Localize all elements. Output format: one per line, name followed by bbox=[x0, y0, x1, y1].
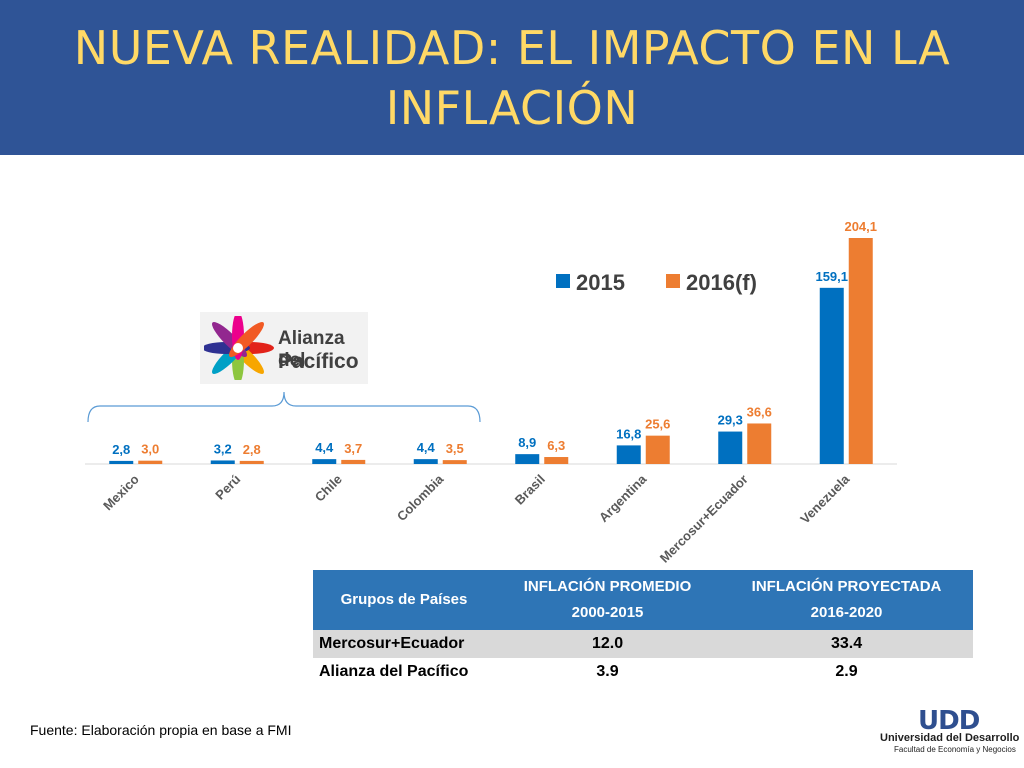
bar-2015 bbox=[515, 454, 540, 464]
bar-2016f bbox=[442, 460, 467, 464]
title-line-1: NUEVA REALIDAD: EL IMPACTO EN LA bbox=[73, 21, 951, 75]
udd-logo-faculty: Facultad de Economía y Negocios bbox=[894, 745, 1016, 754]
category-label: Brasil bbox=[512, 472, 548, 508]
bar-2015 bbox=[312, 459, 337, 464]
title-line-2: INFLACIÓN bbox=[385, 81, 639, 135]
udd-logo-name: Universidad del Desarrollo bbox=[880, 732, 1020, 744]
legend-swatch bbox=[666, 274, 680, 288]
data-label: 36,6 bbox=[747, 404, 772, 419]
category-label: Perú bbox=[212, 471, 243, 502]
alianza-group-brace bbox=[87, 391, 481, 423]
alianza-pacifico-logo: Alianza del Pacífico bbox=[200, 312, 368, 384]
data-label: 3,7 bbox=[344, 441, 362, 456]
udd-logo-mark: UDD bbox=[918, 706, 980, 736]
header-cell-projected: INFLACIÓN PROYECTADA 2016-2020 bbox=[720, 570, 973, 630]
table-row: Alianza del Pacífico 3.9 2.9 bbox=[313, 658, 973, 686]
bar-2015 bbox=[616, 445, 641, 464]
bar-2016f bbox=[747, 423, 772, 464]
bar-2015 bbox=[413, 459, 438, 464]
table-row: Mercosur+Ecuador 12.0 33.4 bbox=[313, 630, 973, 658]
header-text: INFLACIÓN PROMEDIO bbox=[523, 578, 692, 595]
bar-2016f bbox=[848, 238, 873, 464]
header-text: Grupos de Países bbox=[340, 591, 468, 608]
data-label: 3,0 bbox=[141, 442, 159, 457]
page-title: NUEVA REALIDAD: EL IMPACTO EN LA INFLACI… bbox=[40, 18, 984, 138]
legend-swatch bbox=[556, 274, 570, 288]
legend-label: 2016(f) bbox=[686, 270, 757, 295]
table-cell-group: Mercosur+Ecuador bbox=[313, 630, 495, 658]
bar-2016f bbox=[239, 460, 264, 464]
inflation-groups-table: Grupos de Países INFLACIÓN PROMEDIO 2000… bbox=[313, 570, 973, 686]
data-label: 8,9 bbox=[518, 435, 536, 450]
table-cell-projected: 2.9 bbox=[720, 658, 973, 686]
category-label: Venezuela bbox=[797, 471, 853, 527]
bar-2016f bbox=[341, 459, 366, 464]
header-text: 2016-2020 bbox=[810, 604, 883, 621]
header-cell-average: INFLACIÓN PROMEDIO 2000-2015 bbox=[495, 570, 721, 630]
bar-2015 bbox=[210, 460, 235, 464]
data-label: 159,1 bbox=[815, 269, 848, 284]
header-banner: NUEVA REALIDAD: EL IMPACTO EN LA INFLACI… bbox=[0, 0, 1024, 155]
header-text: 2000-2015 bbox=[571, 604, 644, 621]
table-cell-average: 12.0 bbox=[495, 630, 721, 658]
data-label: 4,4 bbox=[315, 440, 334, 455]
category-label: Argentina bbox=[596, 471, 650, 525]
bar-2016f bbox=[138, 460, 163, 464]
data-label: 3,2 bbox=[214, 441, 232, 456]
table-cell-projected: 33.4 bbox=[720, 630, 973, 658]
data-label: 16,8 bbox=[616, 426, 641, 441]
data-label: 4,4 bbox=[417, 440, 436, 455]
bar-2016f bbox=[544, 457, 569, 464]
logo-text-line-2: Pacífico bbox=[278, 350, 359, 373]
bar-2015 bbox=[109, 460, 134, 464]
header-text: INFLACIÓN PROYECTADA bbox=[751, 578, 942, 595]
bar-2016f bbox=[645, 435, 670, 464]
table-cell-average: 3.9 bbox=[495, 658, 721, 686]
table-header-row: Grupos de Países INFLACIÓN PROMEDIO 2000… bbox=[313, 570, 973, 630]
bar-2015 bbox=[819, 287, 844, 464]
data-label: 2,8 bbox=[243, 442, 261, 457]
udd-logo: UDD Universidad del Desarrollo Facultad … bbox=[876, 706, 1019, 756]
legend-label: 2015 bbox=[576, 270, 625, 295]
category-label: Mercosur+Ecuador bbox=[657, 472, 751, 566]
table-cell-group: Alianza del Pacífico bbox=[313, 658, 495, 686]
bar-2015 bbox=[718, 431, 743, 464]
data-label: 6,3 bbox=[547, 438, 565, 453]
data-label: 3,5 bbox=[446, 441, 464, 456]
category-label: Mexico bbox=[100, 471, 142, 513]
category-label: Colombia bbox=[394, 471, 447, 524]
data-label: 2,8 bbox=[112, 442, 130, 457]
chart-legend: 2015 2016(f) bbox=[556, 270, 757, 295]
data-label: 29,3 bbox=[718, 413, 743, 428]
header-cell-groups: Grupos de Países bbox=[313, 570, 495, 630]
data-label: 204,1 bbox=[844, 219, 877, 234]
source-note: Fuente: Elaboración propia en base a FMI bbox=[30, 722, 292, 738]
data-label: 25,6 bbox=[645, 417, 670, 432]
logo-text-line-1: Alianza del bbox=[278, 328, 345, 371]
category-label: Chile bbox=[312, 472, 345, 505]
alianza-pinwheel-icon bbox=[204, 316, 274, 380]
